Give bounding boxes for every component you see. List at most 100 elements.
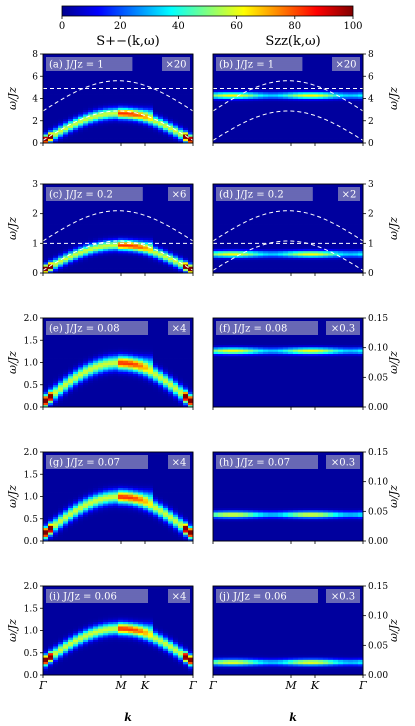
heatmap-cell	[158, 127, 164, 131]
heatmap-cell	[323, 111, 329, 115]
heatmap-cell	[43, 264, 49, 267]
heatmap-cell	[238, 98, 244, 102]
heatmap-cell	[48, 252, 54, 256]
heatmap-cell	[43, 257, 49, 261]
heatmap-cell	[58, 85, 64, 88]
heatmap-cell	[128, 248, 134, 252]
heatmap-cell	[223, 221, 229, 225]
heatmap-cell	[128, 212, 134, 216]
heatmap-cell	[358, 74, 364, 77]
heatmap-cell	[158, 105, 164, 108]
heatmap-cell	[288, 74, 294, 77]
heatmap-cell	[98, 226, 104, 229]
heatmap-cell	[123, 118, 129, 122]
heatmap-cell	[123, 219, 129, 223]
heatmap-cell	[108, 219, 114, 223]
heatmap-cell	[263, 71, 269, 75]
heatmap-cell	[68, 208, 74, 212]
heatmap-cell	[138, 270, 144, 274]
heatmap-cell	[243, 102, 249, 106]
heatmap-cell	[93, 118, 99, 122]
heatmap-cell	[128, 217, 134, 221]
heatmap-cell	[258, 122, 264, 126]
heatmap-cell	[228, 122, 234, 126]
heatmap-cell	[93, 96, 99, 99]
heatmap-cell	[63, 259, 69, 263]
heatmap-cell	[278, 134, 284, 137]
heatmap-cell	[163, 259, 169, 263]
heatmap-cell	[58, 91, 64, 95]
heatmap-cell	[138, 219, 144, 223]
heatmap-cell	[273, 105, 279, 108]
heatmap-cell	[313, 60, 319, 64]
heatmap-cell	[73, 252, 79, 256]
scale-factor-box	[168, 187, 190, 201]
heatmap-cell	[133, 74, 139, 77]
heatmap-cell	[108, 127, 114, 131]
heatmap-cell	[118, 89, 124, 93]
panel-label-text: (d) J/Jz = 0.2	[219, 190, 284, 201]
heatmap-cell	[43, 74, 49, 77]
heatmap-cell	[138, 116, 144, 119]
heatmap-cell	[78, 100, 84, 104]
heatmap-cell	[73, 76, 79, 79]
heatmap-cell	[103, 250, 109, 254]
heatmap-cell	[123, 235, 129, 238]
heatmap-cell	[63, 237, 69, 241]
heatmap-cell	[173, 89, 179, 93]
heatmap-cell	[53, 252, 59, 256]
heatmap-cell	[178, 105, 184, 108]
heatmap-cell	[148, 136, 154, 139]
heatmap-cell	[268, 98, 274, 102]
heatmap-cell	[53, 204, 59, 207]
heatmap-cell	[158, 114, 164, 117]
heatmap-cell	[138, 78, 144, 82]
heatmap-cell	[288, 94, 294, 97]
heatmap-cell	[133, 230, 139, 234]
heatmap-cell	[233, 122, 239, 126]
heatmap-cell	[103, 219, 109, 223]
heatmap-cell	[228, 257, 234, 261]
heatmap-cell	[258, 78, 264, 82]
heatmap-cell	[48, 71, 54, 75]
heatmap-cell	[133, 122, 139, 126]
heatmap-cell	[78, 244, 84, 247]
heatmap-cell	[123, 255, 129, 258]
heatmap-cell	[328, 54, 334, 57]
heatmap-cell	[248, 125, 254, 128]
heatmap-cell	[188, 217, 194, 221]
heatmap-cell	[173, 96, 179, 99]
heatmap-cell	[58, 129, 64, 133]
heatmap-cell	[63, 96, 69, 99]
heatmap-cell	[88, 270, 94, 274]
heatmap-cell	[88, 136, 94, 139]
heatmap-cell	[163, 129, 169, 133]
heatmap-cell	[218, 122, 224, 126]
heatmap-cell	[138, 56, 144, 59]
heatmap-cell	[173, 264, 179, 267]
heatmap-cell	[178, 87, 184, 91]
heatmap-cell	[243, 114, 249, 117]
heatmap-cell	[158, 244, 164, 247]
heatmap-cell	[98, 270, 104, 274]
heatmap-cell	[63, 107, 69, 111]
heatmap-cell	[188, 60, 194, 64]
heatmap-cell	[78, 224, 84, 227]
heatmap-cell	[328, 98, 334, 102]
heatmap-cell	[183, 204, 189, 207]
heatmap-cell	[238, 87, 244, 91]
heatmap-cell	[283, 100, 289, 104]
heatmap-cell	[188, 206, 194, 209]
heatmap-cell	[188, 89, 194, 93]
heatmap-cell	[68, 136, 74, 139]
heatmap-cell	[43, 224, 49, 227]
heatmap-cell	[188, 94, 194, 97]
heatmap-cell	[68, 74, 74, 77]
heatmap-cell	[63, 239, 69, 243]
heatmap-cell	[248, 136, 254, 139]
heatmap-cell	[188, 219, 194, 223]
heatmap-cell	[108, 215, 114, 218]
heatmap-cell	[68, 111, 74, 115]
heatmap-cell	[283, 98, 289, 102]
heatmap-cell	[123, 201, 129, 205]
